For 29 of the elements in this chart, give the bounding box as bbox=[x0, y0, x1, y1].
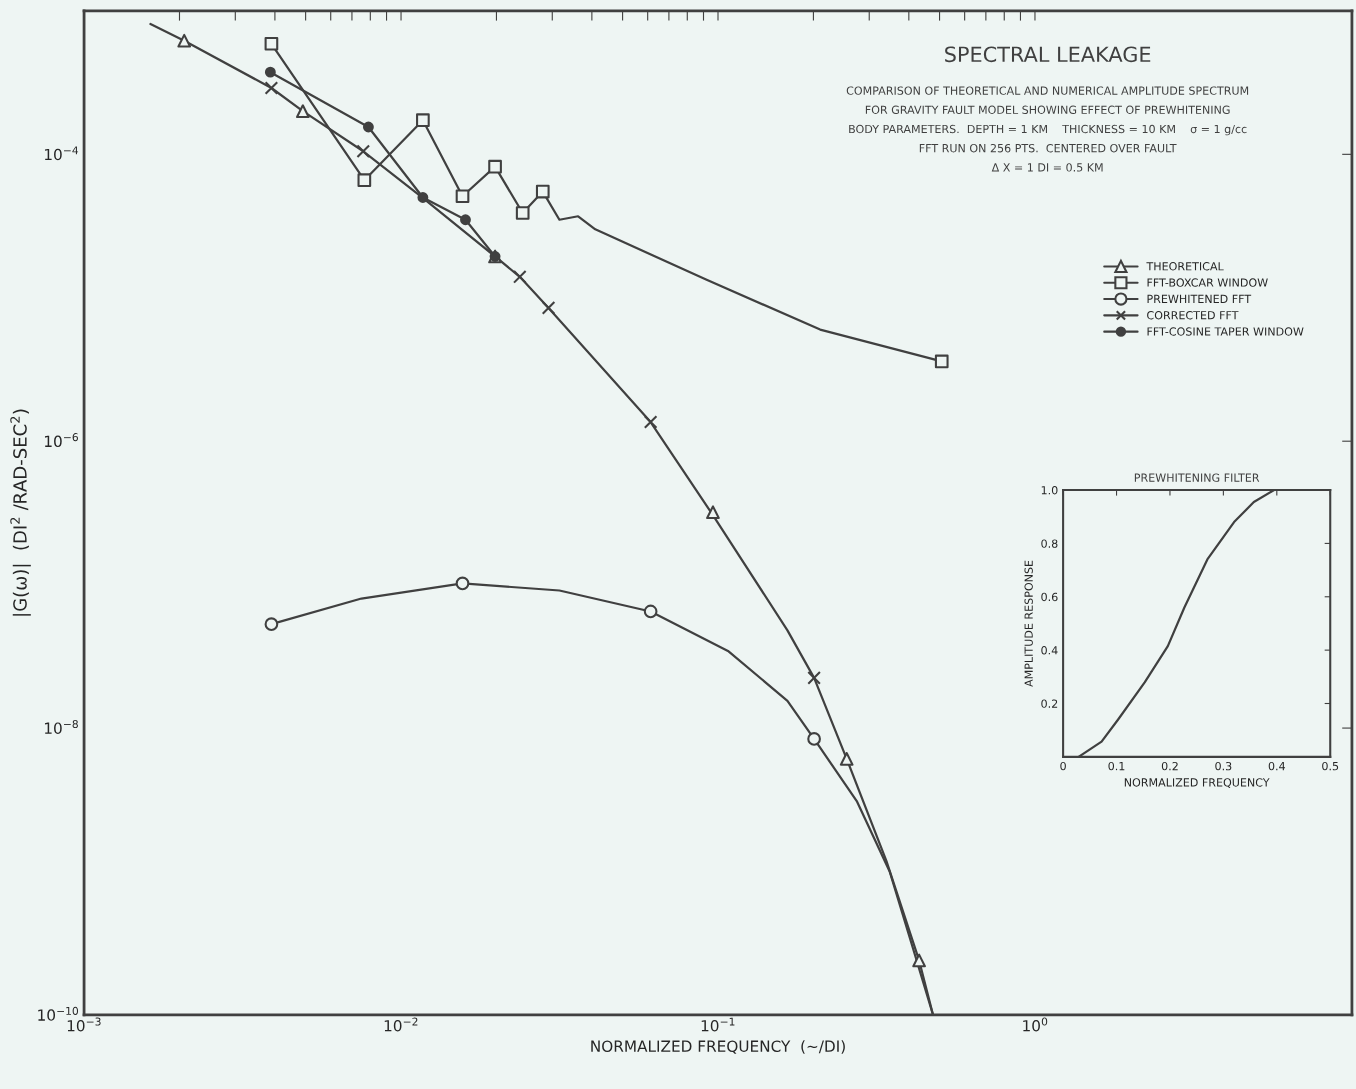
x-tick-label: 0.1 bbox=[1108, 761, 1125, 771]
y-tick-label: 0.8 bbox=[1041, 539, 1058, 548]
text: COMPARISON OF THEORETICAL AND NUMERICAL AMPLITUDE SPECTRUM FOR GRAVITY FAULT MODEL SHOWING EFFECT OF PREWHITENING BODY PARAMETERS. DEPTH = 1 KM THICKNESS = 10 KM σ = 1 g/cc FFT RUN ON 256 PTS. CENTERED OVER FAULT Δ X = 1 DI = 0.5 KM bbox=[846, 86, 1249, 172]
text: SPECTRAL LEAKAGE bbox=[945, 46, 1151, 63]
legend-label: FFT-COSINE TAPER WINDOW bbox=[1147, 327, 1304, 336]
x-axis-title: NORMALIZED FREQUENCY bbox=[1124, 778, 1270, 788]
y-tick-label: 10$^{−6}$ bbox=[44, 433, 78, 448]
x-tick-label: 0.3 bbox=[1215, 761, 1232, 771]
y-tick-label: 0.2 bbox=[1041, 699, 1058, 708]
legend-label: THEORETICAL bbox=[1146, 262, 1224, 271]
x-tick-label: 10$^{0}$ bbox=[1023, 1017, 1048, 1032]
legend-label: CORRECTED FFT bbox=[1147, 310, 1239, 320]
y-tick-label: 10$^{−4}$ bbox=[44, 146, 79, 161]
x-tick-label: 0.5 bbox=[1322, 761, 1339, 771]
y-tick-label: 0.4 bbox=[1041, 646, 1058, 655]
chart-title: PREWHITENING FILTER bbox=[1134, 473, 1260, 482]
y-tick-label: 1.0 bbox=[1041, 486, 1058, 495]
y-axis-title: |G(ω)| (DI$^{2}$ /RAD-SEC$^{2}$) bbox=[10, 409, 31, 616]
x-tick-label: 0 bbox=[1060, 761, 1066, 771]
x-tick-label: 10$^{−2}$ bbox=[384, 1017, 418, 1032]
x-tick-label: 0.4 bbox=[1268, 761, 1286, 771]
x-axis-title: NORMALIZED FREQUENCY (∼/DI) bbox=[591, 1040, 845, 1054]
x-tick-label: 10$^{−1}$ bbox=[701, 1017, 735, 1032]
y-tick-label: 0.6 bbox=[1041, 592, 1058, 602]
legend-label: FFT-BOXCAR WINDOW bbox=[1147, 278, 1268, 287]
y-axis-title: AMPLITUDE RESPONSE bbox=[1024, 560, 1033, 687]
y-tick-label: 10$^{−8}$ bbox=[44, 719, 78, 734]
legend-label: PREWHITENED FFT bbox=[1147, 294, 1252, 303]
x-tick-label: 0.2 bbox=[1161, 761, 1178, 771]
